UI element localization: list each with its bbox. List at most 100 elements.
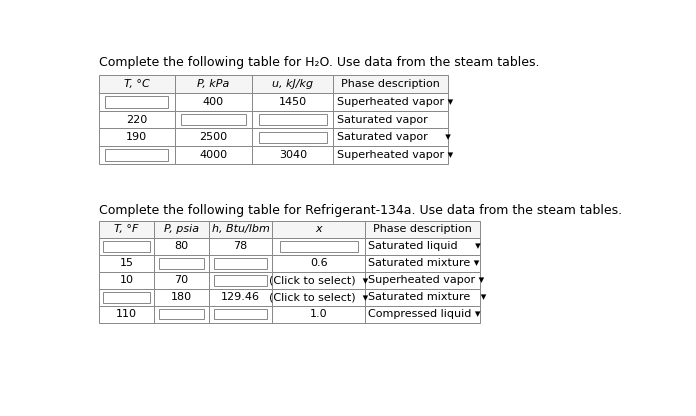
Bar [252, 75, 333, 93]
Bar [99, 111, 175, 129]
Bar [103, 292, 150, 302]
Bar [99, 221, 155, 238]
Text: (Click to select)  ▾: (Click to select) ▾ [269, 292, 368, 302]
Text: Phase description: Phase description [373, 224, 472, 234]
Bar [365, 221, 480, 238]
Text: 1450: 1450 [278, 97, 307, 107]
Bar [99, 93, 175, 111]
Text: T, °F: T, °F [114, 224, 139, 234]
Text: 400: 400 [203, 97, 224, 107]
Bar [155, 306, 209, 322]
Bar [365, 306, 480, 322]
Text: Complete the following table for H₂O. Use data from the steam tables.: Complete the following table for H₂O. Us… [99, 56, 539, 69]
Bar [333, 93, 448, 111]
Text: (Click to select)  ▾: (Click to select) ▾ [269, 275, 368, 285]
Text: 78: 78 [233, 241, 248, 251]
Bar [159, 258, 205, 269]
Bar [259, 114, 327, 125]
Bar [333, 111, 448, 129]
Text: P, psia: P, psia [164, 224, 199, 234]
Text: 10: 10 [120, 275, 134, 285]
Bar [365, 255, 480, 272]
Bar [175, 129, 252, 146]
Bar [99, 255, 155, 272]
Text: 3040: 3040 [278, 150, 307, 160]
Text: 1.0: 1.0 [310, 309, 328, 319]
Bar [214, 275, 267, 285]
Bar [99, 129, 175, 146]
Text: Saturated mixture   ▾: Saturated mixture ▾ [368, 292, 487, 302]
Text: Saturated liquid     ▾: Saturated liquid ▾ [368, 241, 481, 251]
Bar [155, 221, 209, 238]
Text: Compressed liquid ▾: Compressed liquid ▾ [368, 309, 481, 319]
Bar [272, 272, 365, 289]
Text: x: x [315, 224, 322, 234]
Bar [104, 149, 168, 161]
Bar [209, 255, 272, 272]
Text: 190: 190 [126, 132, 147, 142]
Bar [272, 306, 365, 322]
Bar [99, 306, 155, 322]
Bar [259, 131, 327, 143]
Text: 110: 110 [116, 309, 137, 319]
Bar [181, 114, 246, 125]
Text: Superheated vapor ▾: Superheated vapor ▾ [337, 150, 453, 160]
Bar [280, 241, 358, 252]
Text: 129.46: 129.46 [221, 292, 260, 302]
Text: u, kJ/kg: u, kJ/kg [272, 79, 313, 89]
Bar [252, 111, 333, 129]
Text: h, Btu/lbm: h, Btu/lbm [212, 224, 269, 234]
Bar [99, 238, 155, 255]
Bar [99, 146, 175, 164]
Text: 80: 80 [175, 241, 189, 251]
Bar [209, 221, 272, 238]
Bar [365, 238, 480, 255]
Bar [155, 255, 209, 272]
Bar [272, 238, 365, 255]
Bar [365, 272, 480, 289]
Bar [252, 129, 333, 146]
Bar [99, 289, 155, 306]
Text: 0.6: 0.6 [310, 258, 328, 268]
Text: Phase description: Phase description [341, 79, 441, 89]
Bar [104, 96, 168, 108]
Bar [252, 93, 333, 111]
Text: Superheated vapor ▾: Superheated vapor ▾ [337, 97, 453, 107]
Bar [175, 111, 252, 129]
Bar [272, 221, 365, 238]
Bar [333, 75, 448, 93]
Text: Saturated mixture ▾: Saturated mixture ▾ [368, 258, 480, 268]
Bar [99, 272, 155, 289]
Bar [209, 289, 272, 306]
Text: 2500: 2500 [199, 132, 228, 142]
Bar [175, 93, 252, 111]
Text: Saturated vapor: Saturated vapor [337, 114, 427, 125]
Bar [272, 289, 365, 306]
Text: T, °C: T, °C [124, 79, 150, 89]
Text: 220: 220 [126, 114, 148, 125]
Text: Complete the following table for Refrigerant-134a. Use data from the steam table: Complete the following table for Refrige… [99, 204, 622, 217]
Text: 15: 15 [120, 258, 134, 268]
Text: 70: 70 [175, 275, 189, 285]
Text: Saturated vapor     ▾: Saturated vapor ▾ [337, 132, 450, 142]
Text: 180: 180 [171, 292, 192, 302]
Text: 4000: 4000 [199, 150, 228, 160]
Bar [333, 146, 448, 164]
Bar [99, 75, 175, 93]
Bar [365, 289, 480, 306]
Bar [214, 309, 267, 319]
Bar [175, 146, 252, 164]
Bar [214, 258, 267, 269]
Bar [272, 255, 365, 272]
Bar [333, 129, 448, 146]
Bar [155, 238, 209, 255]
Text: P, kPa: P, kPa [197, 79, 230, 89]
Bar [155, 289, 209, 306]
Bar [159, 309, 205, 319]
Bar [155, 272, 209, 289]
Bar [103, 241, 150, 252]
Bar [175, 75, 252, 93]
Text: Superheated vapor ▾: Superheated vapor ▾ [368, 275, 484, 285]
Bar [252, 146, 333, 164]
Bar [209, 306, 272, 322]
